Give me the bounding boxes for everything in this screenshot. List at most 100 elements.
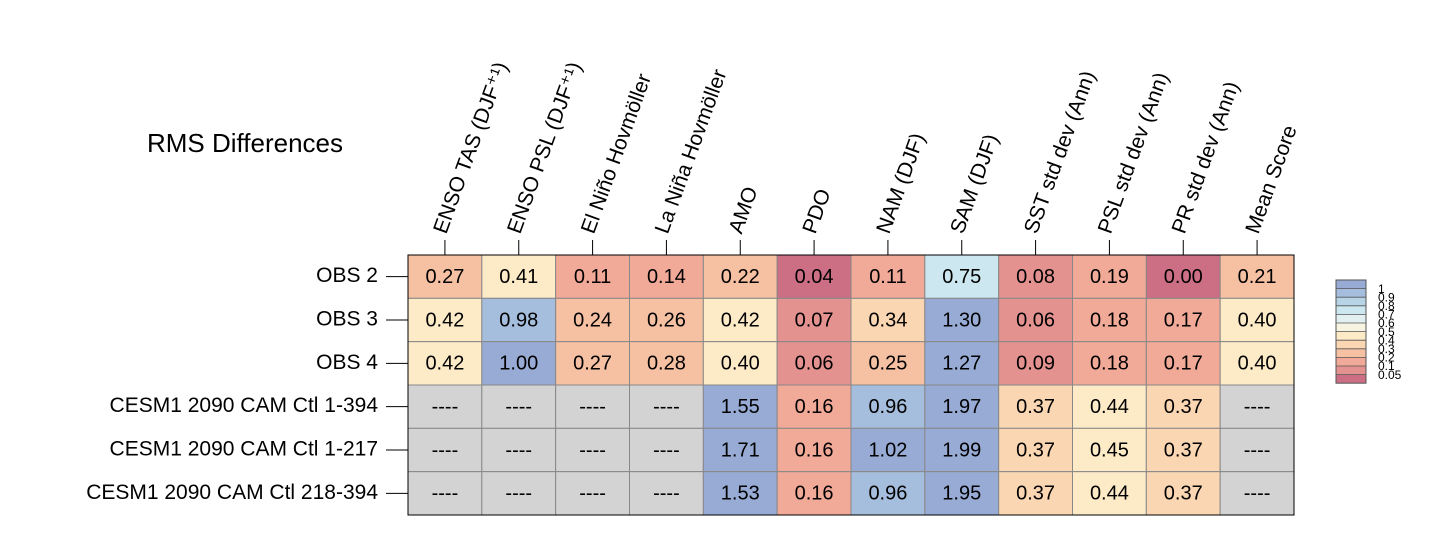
cell-label: 0.34 <box>868 309 907 331</box>
cell <box>407 341 483 386</box>
column-label: SAM (DJF) <box>946 131 1003 236</box>
cell-label: 0.40 <box>1238 353 1277 375</box>
cell <box>1145 297 1221 343</box>
cell <box>1145 384 1221 429</box>
cell <box>1145 254 1221 299</box>
colorbar-label: 0.6 <box>1378 316 1395 330</box>
missing-cell <box>1219 471 1295 516</box>
cell <box>1072 254 1147 299</box>
cell-label: 1.02 <box>868 439 907 461</box>
cell-label: ---- <box>579 396 606 418</box>
colorbar-swatch <box>1336 331 1366 341</box>
row-label: CESM1 2090 CAM Ctl 218-394 <box>86 481 378 504</box>
cell-label: 1.95 <box>942 483 981 505</box>
cell-label: ---- <box>653 396 680 418</box>
column-label: ENSO TAS (DJF⁺¹) <box>429 59 512 237</box>
cell-label: 0.42 <box>425 353 464 375</box>
row-label: OBS 4 <box>316 351 378 374</box>
cell-label: 0.11 <box>869 266 906 288</box>
cell-label: 0.28 <box>647 353 686 375</box>
cell-label: 0.45 <box>1090 439 1129 461</box>
cell-label: 1.00 <box>499 353 538 375</box>
cell-label: 0.08 <box>1016 266 1055 288</box>
cell-label: ---- <box>1244 439 1271 461</box>
column-label: PR std dev (Ann) <box>1168 78 1244 236</box>
cell <box>481 341 557 386</box>
cell-label: 0.14 <box>647 266 686 288</box>
cell <box>555 297 631 343</box>
column-label: SST std dev (Ann) <box>1020 68 1100 237</box>
cell-label: 0.16 <box>795 396 834 418</box>
cell <box>481 297 557 343</box>
cell-label: ---- <box>505 483 532 505</box>
cell-label: 0.16 <box>795 439 834 461</box>
cell <box>776 341 852 386</box>
cell <box>776 471 852 516</box>
column-label: NAM (DJF) <box>872 130 930 237</box>
colorbar-swatch <box>1336 288 1366 298</box>
colorbar-swatch <box>1336 280 1366 289</box>
colorbar-label: 0.2 <box>1378 351 1395 365</box>
missing-cell <box>629 471 704 516</box>
column-label: La Niña Hovmöller <box>651 66 732 236</box>
cell-label: 0.41 <box>499 266 538 288</box>
row-label: CESM1 2090 CAM Ctl 1-217 <box>110 438 378 461</box>
cell-label: 0.19 <box>1090 266 1129 288</box>
cell-label: 0.17 <box>1164 309 1203 331</box>
missing-cell <box>1219 384 1295 429</box>
missing-cell <box>481 471 557 516</box>
cell <box>924 297 1000 343</box>
cell-label: 0.04 <box>795 266 834 288</box>
cell <box>924 384 1000 429</box>
colorbar-label: 0.8 <box>1378 299 1395 313</box>
cell-label: 0.25 <box>868 353 907 375</box>
cell-label: ---- <box>579 439 606 461</box>
cell <box>629 297 704 343</box>
cell-label: 0.40 <box>721 353 760 375</box>
cell-label: ---- <box>432 396 459 418</box>
cell <box>998 384 1074 429</box>
cell-label: ---- <box>653 439 680 461</box>
cell-label: 0.37 <box>1016 483 1055 505</box>
cell-label: 0.18 <box>1090 309 1129 331</box>
colorbar-swatch <box>1336 314 1366 323</box>
cell-label: ---- <box>505 439 532 461</box>
colorbar-label: 0.1 <box>1378 359 1395 373</box>
cell <box>1072 297 1147 343</box>
colorbar-swatch <box>1336 297 1366 306</box>
colorbar-swatch <box>1336 323 1366 332</box>
cell-label: 0.09 <box>1016 353 1055 375</box>
missing-cell <box>555 384 631 429</box>
missing-cell <box>555 471 631 516</box>
cell-label: 1.99 <box>942 439 981 461</box>
row-label: CESM1 2090 CAM Ctl 1-394 <box>110 394 379 417</box>
cell-label: 0.98 <box>499 309 538 331</box>
colorbar-label: 0.7 <box>1378 308 1395 322</box>
cell-label: 0.11 <box>574 266 611 288</box>
cell-label: 0.42 <box>425 309 464 331</box>
colorbar-swatch <box>1336 348 1366 358</box>
cell-label: 0.22 <box>721 266 760 288</box>
cell-label: 0.40 <box>1238 309 1277 331</box>
cell-label: 1.55 <box>721 396 760 418</box>
cell-label: 0.37 <box>1164 439 1203 461</box>
missing-cell <box>629 427 704 473</box>
cell <box>924 471 1000 516</box>
cell-label: 0.21 <box>1238 266 1277 288</box>
colorbar-swatch <box>1336 305 1366 315</box>
cell <box>1145 471 1221 516</box>
colorbar-label: 1 <box>1378 282 1385 296</box>
cell-label: 1.30 <box>942 309 981 331</box>
cell-label: 0.24 <box>573 309 612 331</box>
cell-label: ---- <box>1244 483 1271 505</box>
cell-label: 0.27 <box>573 353 612 375</box>
missing-cell <box>1219 427 1295 473</box>
cell-label: ---- <box>579 483 606 505</box>
cell-label: 0.42 <box>721 309 760 331</box>
cell-label: 1.71 <box>721 439 760 461</box>
colorbar-swatch <box>1336 357 1366 366</box>
column-label: AMO <box>725 184 763 237</box>
colorbar-label: 0.5 <box>1378 325 1395 339</box>
column-label: PSL std dev (Ann) <box>1094 69 1174 236</box>
